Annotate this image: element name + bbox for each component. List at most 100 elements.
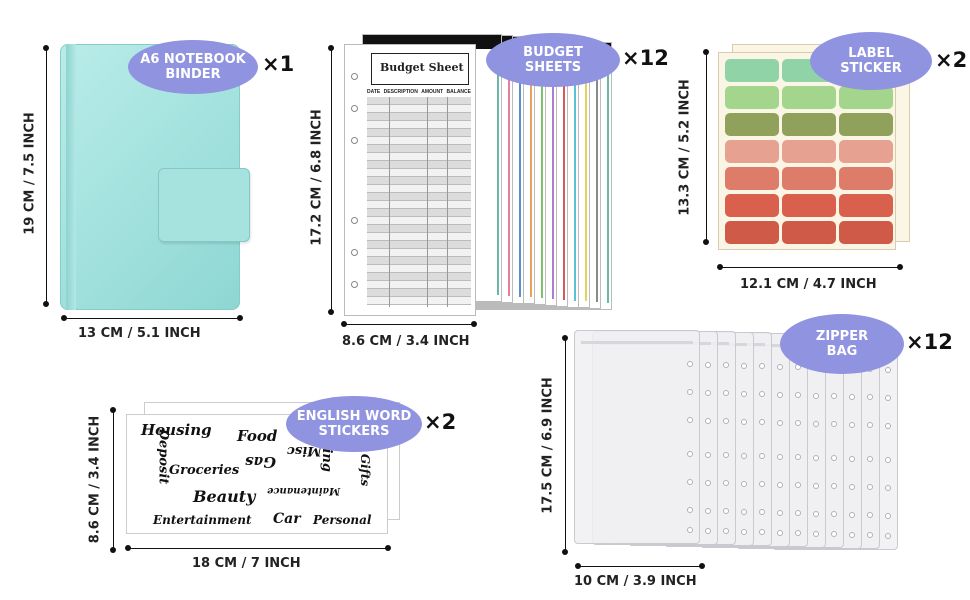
sheet-column-header: BALANCE [446,89,471,95]
word-sticker: Housing [141,421,212,439]
bag-hole [813,392,819,399]
sheet-color-strip [607,63,609,303]
sheet-row-line [367,217,471,225]
label-sticker [725,113,779,136]
words-height-label: 8.6 CM / 3.4 INCH [87,415,103,544]
bag-hole [687,451,693,457]
bag-hole [723,362,729,368]
binder-height-line [46,48,47,304]
bag-hole [777,481,783,488]
bag-hole [795,530,801,536]
budget-qty: ×12 [622,46,669,70]
sheet-row-line [367,137,471,145]
bag-hole [885,366,891,373]
sheet-row-line [367,161,471,169]
sheet-color-strip [530,57,532,298]
bag-hole [831,421,837,427]
bag-hole [849,421,855,428]
bag-hole [723,418,729,424]
sheet-row-line [367,281,471,289]
label-sticker [782,221,836,244]
zipper-track [581,341,693,344]
label-panel: 13.3 CM / 5.2 INCH 12.1 CM / 4.7 INCH LA… [670,0,970,300]
binder-hole [351,249,358,256]
sheet-row-line [367,273,471,281]
bag-hole [813,530,819,537]
dim-dot [110,547,116,553]
bag-hole [723,452,729,458]
words-qty: ×2 [424,410,457,434]
label-sticker [839,194,893,217]
budget-height-label: 17.2 CM / 6.8 INCH [309,109,325,246]
word-sticker: Maintenance [267,485,341,496]
label-sticker [839,167,893,190]
word-sticker: Entertainment [153,513,252,527]
bag-hole [705,417,711,424]
sheet-col-line [427,97,428,307]
dim-dot [471,321,477,327]
budget-width-label: 8.6 CM / 3.4 INCH [342,334,470,349]
label-sticker [782,86,836,109]
bag-hole [687,417,693,423]
budget-panel: 17.2 CM / 6.8 INCH Budget Sheet DATE DESC… [300,0,670,360]
dim-dot [385,545,391,551]
bag-hole [705,389,711,396]
label-height-label: 13.3 CM / 5.2 INCH [677,79,693,216]
label-sticker [725,140,779,163]
binder-name-bubble: A6 NOTEBOOK BINDER [128,40,258,94]
bag-hole [705,479,711,486]
label-sticker [725,59,779,82]
label-sticker [725,194,779,217]
budget-front-sheet: Budget Sheet DATE DESCRIPTION AMOUNT BALANC… [344,44,476,316]
dim-dot [562,549,568,555]
bag-hole [741,508,747,515]
word-sticker: Beauty [193,487,256,506]
binder-width-label: 13 CM / 5.1 INCH [78,326,201,341]
bag-hole [741,390,747,397]
dim-dot [897,264,903,270]
sheet-row-line [367,145,471,153]
sheet-column-header: DESCRIPTION [383,89,418,95]
sheet-row-line [367,129,471,137]
budget-height-line [331,48,332,312]
bag-hole [723,528,729,534]
binder-hole [351,105,358,112]
bag-hole [741,418,747,425]
binder-hole [351,73,358,80]
sheet-row-line [367,209,471,217]
sheet-row-line [367,289,471,297]
bag-hole [687,361,693,367]
bag-hole [849,393,855,400]
dim-dot [61,315,67,321]
bag-hole [885,532,891,539]
label-sticker [782,140,836,163]
bag-hole [813,510,819,517]
dim-dot [125,545,131,551]
sheet-row-line [367,241,471,249]
sheet-column-headers: DATE DESCRIPTION AMOUNT BALANCE [367,89,471,97]
dim-dot [562,335,568,341]
sheet-row-line [367,193,471,201]
label-sticker [839,86,893,109]
sheet-row-line [367,177,471,185]
bag-hole [777,363,783,370]
sheet-row-line [367,121,471,129]
words-width-label: 18 CM / 7 INCH [192,556,301,571]
label-width-line [720,267,900,268]
dim-dot [699,563,705,569]
dim-dot [110,407,116,413]
bag-hole [777,453,783,460]
words-sheet-front: HousingFoodMiscDepositGasClothingGroceri… [126,409,388,534]
bag-hole [867,512,873,518]
sheet-row-line [367,297,471,305]
dim-dot [703,239,709,245]
bag-hole [885,422,891,429]
bag-hole [723,480,729,486]
bag-hole [831,483,837,489]
bag-hole [813,482,819,489]
label-sticker [839,140,893,163]
bag-hole [705,361,711,368]
sheet-color-strip [563,59,565,300]
label-sticker [725,86,779,109]
binder-panel: 19 CM / 7.5 INCH 13 CM / 5.1 INCH A6 NOT… [0,0,300,350]
